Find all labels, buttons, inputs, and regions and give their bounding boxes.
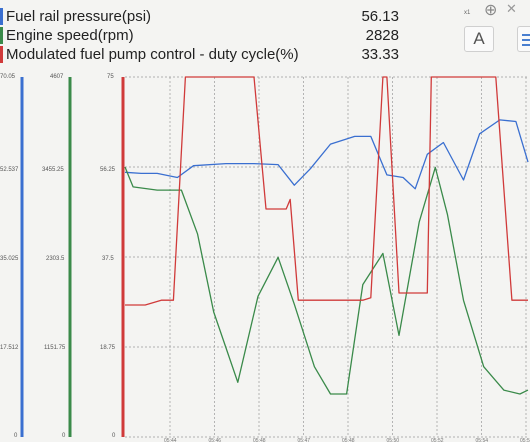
rpm-tick: 3455.25 — [42, 167, 64, 173]
pressure-tick: 52.537 — [0, 167, 19, 173]
x-tick-label: 05:53 — [520, 438, 530, 442]
x-tick-label: 05:48 — [253, 438, 266, 442]
rpm-tick: 0 — [62, 433, 66, 439]
x-tick-label: 05:50 — [387, 438, 400, 442]
pressure-tick: 17.512 — [0, 345, 19, 351]
legend-row-engine-speed[interactable]: Engine speed(rpm) — [0, 25, 134, 45]
series-line-rpm — [124, 166, 529, 395]
legend-swatch — [0, 26, 3, 44]
duty-tick: 56.25 — [100, 167, 116, 173]
pressure-tick: 35.025 — [0, 256, 19, 262]
legend-value-duty-cycle: 33.33 — [361, 46, 399, 63]
pressure-tick: 70.05 — [0, 74, 16, 80]
zoom-in-icon[interactable]: ⊕ — [484, 2, 498, 19]
duty-tick: 37.5 — [102, 256, 114, 262]
menu-icon[interactable] — [517, 26, 530, 52]
legend-swatch — [0, 45, 3, 63]
x-tick-label: 05:44 — [164, 438, 177, 442]
toolbar: x1 ⊕ ✕ A — [460, 0, 530, 60]
legend-swatch — [0, 7, 3, 25]
legend-value-fuel-pressure: 56.13 — [361, 8, 399, 25]
close-icon[interactable]: ✕ — [506, 1, 517, 16]
legend-label: Modulated fuel pump control - duty cycle… — [6, 45, 299, 63]
legend-row-duty-cycle[interactable]: Modulated fuel pump control - duty cycle… — [0, 44, 299, 64]
font-size-button[interactable]: A — [464, 26, 494, 52]
legend-value-engine-speed: 2828 — [365, 27, 399, 44]
x-tick-label: 05:52 — [431, 438, 444, 442]
x-tick-label: 05:47 — [298, 438, 311, 442]
legend-row-fuel-pressure[interactable]: Fuel rail pressure(psi) — [0, 6, 151, 26]
rpm-tick: 4607 — [50, 74, 64, 80]
rpm-tick: 1151.75 — [44, 345, 66, 351]
legend-label: Fuel rail pressure(psi) — [6, 7, 152, 25]
x-tick-label: 05:48 — [342, 438, 355, 442]
legend-label: Engine speed(rpm) — [6, 26, 134, 44]
duty-tick: 75 — [107, 74, 114, 80]
duty-tick: 0 — [112, 433, 116, 439]
x-tick-label: 05:54 — [476, 438, 489, 442]
series-line-pressure — [124, 119, 529, 190]
duty-tick: 18.75 — [100, 345, 116, 351]
pressure-tick: 0 — [14, 433, 18, 439]
page-indicator: x1 — [464, 10, 471, 16]
x-tick-label: 05:46 — [209, 438, 222, 442]
rpm-tick: 2303.5 — [46, 256, 65, 262]
series-line-duty — [125, 76, 528, 306]
